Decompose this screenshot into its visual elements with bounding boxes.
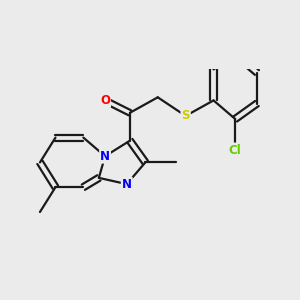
Text: O: O <box>100 94 110 107</box>
Text: S: S <box>182 110 190 122</box>
Text: N: N <box>100 150 110 163</box>
Text: N: N <box>122 178 132 190</box>
Text: Cl: Cl <box>229 143 242 157</box>
